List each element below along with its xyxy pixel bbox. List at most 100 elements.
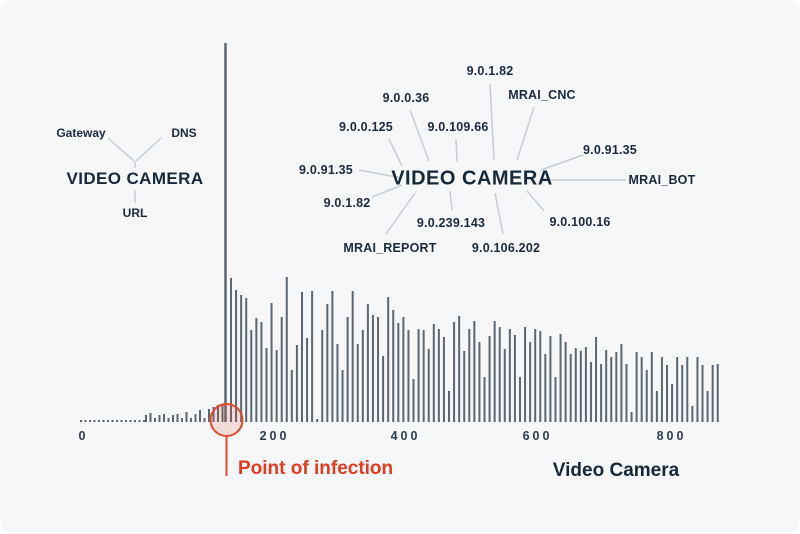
traffic-bar [311,291,314,422]
traffic-bar [402,317,405,422]
pre-infection-bar [181,418,183,422]
big-network-hub-video-camera: VIDEO CAMERA [391,167,553,190]
pre-infection-bar [145,415,147,422]
network-spoke [516,106,535,161]
traffic-bar [529,342,532,422]
traffic-bar [686,357,689,422]
traffic-bar [295,345,298,422]
pre-infection-bar [208,409,210,422]
chart-title-video-camera: Video Camera [552,460,680,481]
traffic-bar [397,323,400,422]
pre-infection-bar [190,418,192,422]
traffic-bar [681,365,684,422]
small-network-hub-video-camera: VIDEO CAMERA [66,169,204,188]
traffic-bar [331,291,334,422]
traffic-bar [371,315,374,422]
big-network-node: 9.0.109.66 [427,120,489,134]
x-axis-tick: 200 [259,429,290,443]
traffic-bar [615,352,618,422]
pre-infection-bar [203,418,206,422]
traffic-bar [595,337,598,422]
traffic-bar [387,297,390,422]
traffic-bar [513,335,516,422]
traffic-bar [321,330,324,422]
baseline-dot [129,420,132,422]
traffic-bar [645,370,648,422]
network-spoke [358,169,403,179]
traffic-bar [706,391,709,422]
traffic-bar [356,344,359,422]
small-network-node: Gateway [56,126,106,140]
traffic-bar [473,321,476,422]
traffic-bar [605,350,608,422]
baseline-dot [143,420,145,422]
traffic-bar [316,419,319,422]
traffic-bar [361,330,364,422]
pre-infection-bar [185,412,188,422]
traffic-bar [377,317,380,422]
big-network-node: 9.0.91.35 [583,143,637,157]
baseline-dot [80,420,82,422]
big-network-node: 9.0.0.36 [382,91,430,105]
big-network-node: MRAI_REPORT [343,241,437,255]
traffic-bar [600,364,603,422]
traffic-bar [539,331,542,422]
small-network-node: DNS [171,126,197,140]
traffic-bar [306,338,309,422]
traffic-bar [498,327,501,422]
traffic-bar [366,304,369,422]
small-network-node: URL [122,206,148,220]
pre-infection-bar [176,414,179,422]
traffic-bar [660,357,663,422]
pre-infection-bar [149,413,152,422]
big-network-node: 9.0.1.82 [466,64,514,78]
traffic-bar [275,350,278,422]
traffic-bar [701,365,704,422]
network-edge [107,137,135,162]
network-spoke [494,192,504,235]
traffic-bar [417,329,420,422]
traffic-bar [493,321,496,422]
baseline-dot [111,420,114,422]
traffic-bar [422,330,425,422]
traffic-bar [579,351,582,422]
traffic-bar [584,347,587,422]
traffic-bar [564,342,567,422]
infection-spike-bar [224,43,227,422]
traffic-bar [336,344,339,422]
traffic-bar [382,356,385,422]
traffic-bar [676,357,679,422]
traffic-bar [392,310,395,422]
traffic-bar [453,322,456,422]
pre-infection-bar [172,415,174,422]
baseline-dot [138,420,141,422]
traffic-bar [691,406,694,422]
x-axis-tick: 400 [390,429,421,443]
pre-infection-bar [154,418,156,422]
traffic-bar [610,357,613,422]
traffic-bar [696,357,699,422]
baseline-dot [93,420,96,422]
baseline-dot [84,420,87,422]
baseline-dot [107,420,109,422]
baseline-dot [125,420,127,422]
traffic-bar [280,317,283,422]
traffic-bar [230,278,232,422]
traffic-bar [589,362,592,422]
traffic-bar [635,352,638,422]
big-network-node: 9.0.106.202 [471,241,541,255]
traffic-bar [326,304,329,422]
baseline-dot [102,420,105,422]
traffic-bar [255,318,258,422]
traffic-bar [240,295,243,422]
traffic-bar [559,334,562,422]
traffic-bar [655,391,658,422]
traffic-bar [235,290,238,422]
traffic-bar [640,357,643,422]
network-spoke [489,83,495,161]
big-network-node: MRAI_CNC [508,88,576,102]
traffic-bar [666,365,669,422]
baseline-dot [134,420,136,422]
